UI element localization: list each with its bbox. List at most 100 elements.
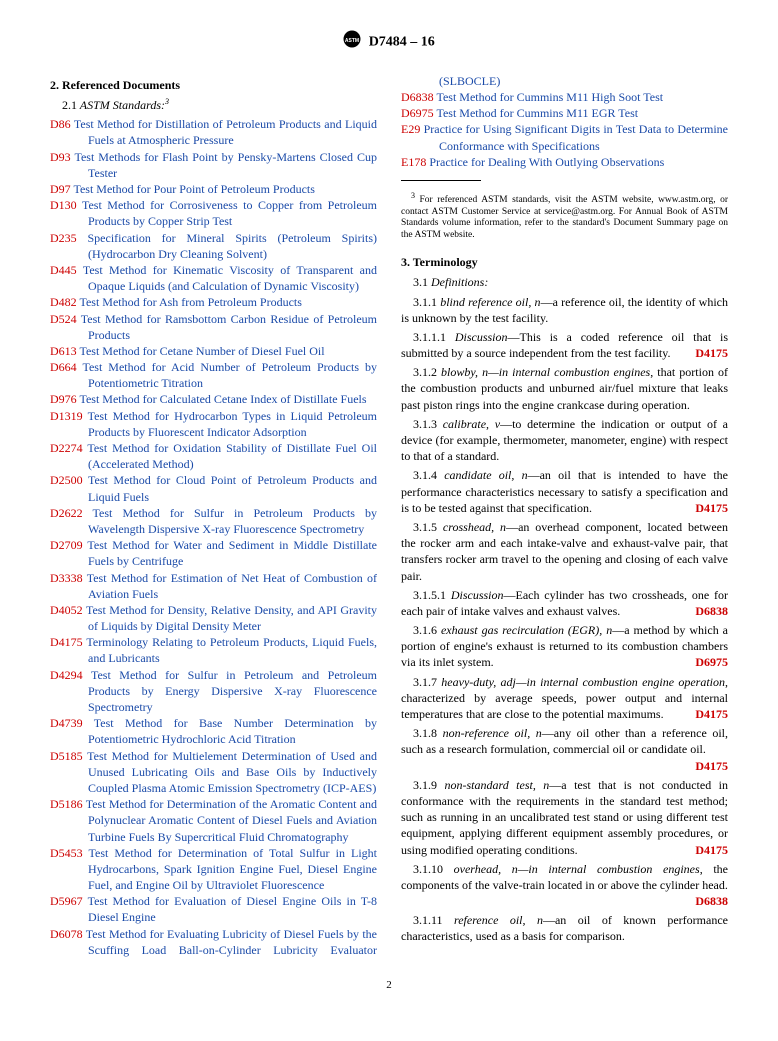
reference-title[interactable]: Test Method for Hydrocarbon Types in Liq… [83,409,377,439]
term-number: 3.1.5 [413,520,443,534]
reference-code[interactable]: D2274 [50,441,83,455]
reference-code[interactable]: D4294 [50,668,83,682]
reference-title[interactable]: Test Method for Ramsbottom Carbon Residu… [77,312,377,342]
reference-code[interactable]: D97 [50,182,71,196]
reference-title[interactable]: Test Method for Sulfur in Petroleum and … [83,668,377,714]
term-number: 3.1.2 [413,365,441,379]
reference-title[interactable]: Terminology Relating to Petroleum Produc… [83,635,377,665]
reference-title[interactable]: Test Method for Sulfur in Petroleum Prod… [83,506,377,536]
term-entry: 3.1.8 non-reference oil, n—any oil other… [401,725,728,774]
reference-code[interactable]: D5453 [50,846,83,860]
reference-entry: D5453 Test Method for Determination of T… [50,845,377,894]
term-name: non-reference oil, n [443,726,542,740]
reference-entry: D93 Test Methods for Flash Point by Pens… [50,149,377,181]
reference-code[interactable]: D1319 [50,409,83,423]
reference-entry: D86 Test Method for Distillation of Petr… [50,116,377,148]
reference-code[interactable]: D2500 [50,473,83,487]
reference-code[interactable]: E178 [401,155,426,169]
reference-code[interactable]: D3338 [50,571,83,585]
term-name: candidate oil, n [444,468,527,482]
reference-title[interactable]: Test Method for Acid Number of Petroleum… [77,360,377,390]
reference-code[interactable]: D4175 [50,635,83,649]
reference-code[interactable]: D524 [50,312,77,326]
term-crossref[interactable]: D4175 [683,758,728,774]
reference-code[interactable]: D5967 [50,894,83,908]
reference-entry: D130 Test Method for Corrosiveness to Co… [50,197,377,229]
reference-code[interactable]: D235 [50,231,77,245]
reference-title[interactable]: Test Method for Cetane Number of Diesel … [77,344,325,358]
svg-text:ASTM: ASTM [345,38,359,44]
term-crossref[interactable]: D4175 [683,500,728,516]
reference-title[interactable]: Test Method for Evaluation of Diesel Eng… [83,894,377,924]
reference-title[interactable]: Test Method for Determination of the Aro… [83,797,377,843]
page-number: 2 [50,978,728,993]
reference-code[interactable]: D6975 [401,106,434,120]
reference-entry: D5186 Test Method for Determination of t… [50,796,377,845]
term-entry: 3.1.5.1 Discussion—Each cylinder has two… [401,587,728,619]
reference-title[interactable]: Test Method for Cummins M11 High Soot Te… [434,90,663,104]
reference-title[interactable]: Test Method for Base Number Determinatio… [83,716,377,746]
reference-code[interactable]: D445 [50,263,77,277]
reference-title[interactable]: Test Method for Estimation of Net Heat o… [83,571,377,601]
term-entry: 3.1.7 heavy-duty, adj—in internal combus… [401,674,728,723]
term-crossref[interactable]: D6975 [683,654,728,670]
reference-code[interactable]: D93 [50,150,71,164]
reference-code[interactable]: D664 [50,360,77,374]
reference-entry: E29 Practice for Using Significant Digit… [401,121,728,153]
term-entry: 3.1.11 reference oil, n—an oil of known … [401,912,728,944]
term-entry: 3.1.6 exhaust gas recirculation (EGR), n… [401,622,728,671]
term-entry: 3.1.4 candidate oil, n—an oil that is in… [401,467,728,516]
reference-code[interactable]: D6838 [401,90,434,104]
reference-title[interactable]: Test Method for Multielement Determinati… [83,749,377,795]
reference-code[interactable]: D2622 [50,506,83,520]
reference-code[interactable]: D2709 [50,538,83,552]
term-crossref[interactable]: D6838 [683,603,728,619]
page-header: ASTM D7484 – 16 [50,30,728,55]
term-crossref[interactable]: D4175 [683,842,728,858]
reference-code[interactable]: D4052 [50,603,83,617]
reference-title[interactable]: Test Method for Pour Point of Petroleum … [71,182,315,196]
reference-title[interactable]: Test Method for Cummins M11 EGR Test [434,106,638,120]
reference-entry: D445 Test Method for Kinematic Viscosity… [50,262,377,294]
reference-entry: D524 Test Method for Ramsbottom Carbon R… [50,311,377,343]
term-number: 3.1.10 [413,862,454,876]
reference-title[interactable]: Test Method for Kinematic Viscosity of T… [77,263,377,293]
reference-entry: D976 Test Method for Calculated Cetane I… [50,391,377,407]
reference-code[interactable]: D613 [50,344,77,358]
reference-title[interactable]: Test Method for Determination of Total S… [83,846,377,892]
reference-title[interactable]: Test Methods for Flash Point by Pensky-M… [71,150,377,180]
reference-code[interactable]: E29 [401,122,420,136]
reference-code[interactable]: D976 [50,392,77,406]
reference-title[interactable]: Test Method for Calculated Cetane Index … [77,392,367,406]
term-name: Discussion [455,330,508,344]
term-crossref[interactable]: D4175 [683,706,728,722]
reference-code[interactable]: D4739 [50,716,83,730]
reference-code[interactable]: D5186 [50,797,83,811]
term-crossref[interactable]: D4175 [683,345,728,361]
astm-logo: ASTM [343,30,361,55]
reference-code[interactable]: D5185 [50,749,83,763]
reference-code[interactable]: D6078 [50,927,83,941]
reference-entry: D6838 Test Method for Cummins M11 High S… [401,89,728,105]
term-crossref[interactable]: D6838 [683,893,728,909]
reference-title[interactable]: Test Method for Ash from Petroleum Produ… [77,295,302,309]
reference-entry: D4175 Terminology Relating to Petroleum … [50,634,377,666]
reference-title[interactable]: Test Method for Distillation of Petroleu… [71,117,377,147]
reference-code[interactable]: D86 [50,117,71,131]
reference-entry: D97 Test Method for Pour Point of Petrol… [50,181,377,197]
reference-title[interactable]: Test Method for Corrosiveness to Copper … [77,198,377,228]
reference-code[interactable]: D482 [50,295,77,309]
reference-title[interactable]: Test Method for Water and Sediment in Mi… [83,538,377,568]
reference-title[interactable]: Practice for Dealing With Outlying Obser… [426,155,664,169]
term-entry: 3.1.10 overhead, n—in internal combustio… [401,861,728,910]
reference-title[interactable]: Test Method for Oxidation Stability of D… [83,441,377,471]
reference-title[interactable]: Test Method for Density, Relative Densit… [83,603,377,633]
reference-code[interactable]: D130 [50,198,77,212]
reference-title[interactable]: Test Method for Cloud Point of Petroleum… [83,473,377,503]
term-name: Discussion [451,588,504,602]
reference-title[interactable]: Specification for Mineral Spirits (Petro… [77,231,377,261]
term-entry: 3.1.1.1 Discussion—This is a coded refer… [401,329,728,361]
reference-entry: D5967 Test Method for Evaluation of Dies… [50,893,377,925]
term-entry: 3.1.3 calibrate, v—to determine the indi… [401,416,728,465]
reference-title[interactable]: Practice for Using Significant Digits in… [420,122,728,152]
